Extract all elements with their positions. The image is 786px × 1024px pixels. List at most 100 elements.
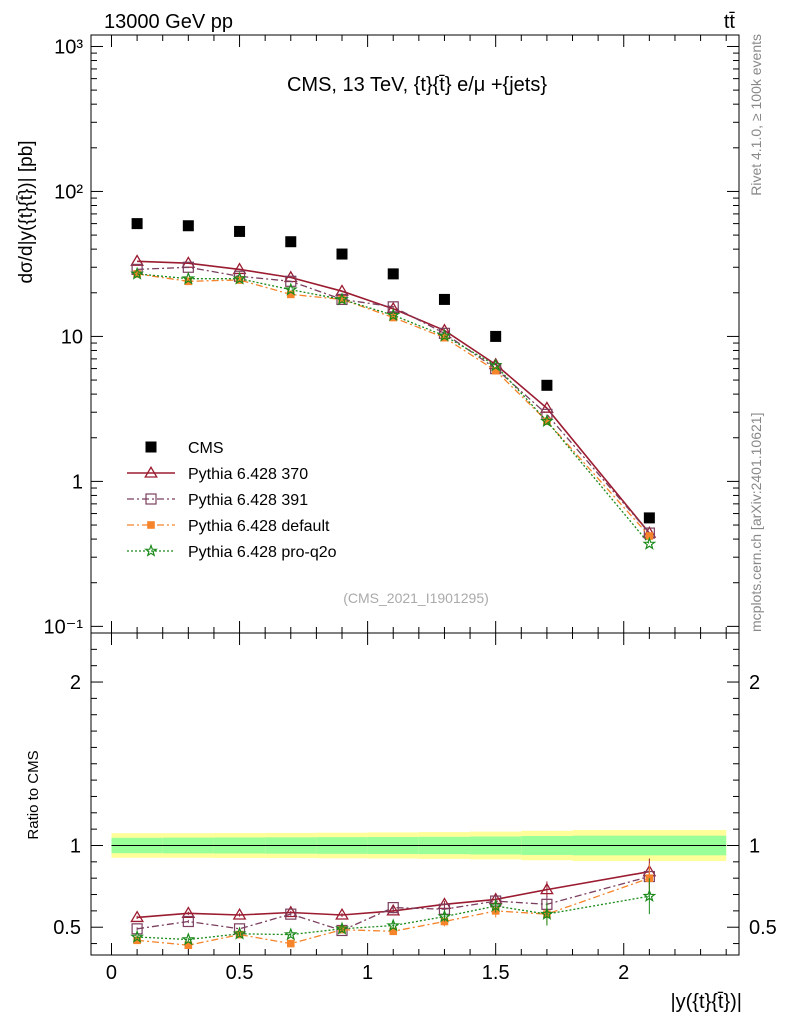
data-point bbox=[438, 293, 450, 305]
y-tick-label: 1 bbox=[72, 471, 83, 493]
data-point bbox=[285, 275, 297, 287]
ratio-point bbox=[181, 932, 196, 946]
ratio-point bbox=[437, 909, 452, 923]
ratio-point bbox=[283, 927, 298, 941]
ratio-point bbox=[182, 915, 194, 928]
header-left: 13000 GeV pp bbox=[104, 11, 233, 33]
series-cms bbox=[131, 218, 655, 524]
ratio-y-axis-label: Ratio to CMS bbox=[25, 750, 42, 839]
y-tick-label: 10 bbox=[61, 326, 83, 348]
legend-label: Pythia 6.428 370 bbox=[188, 466, 308, 483]
main-axes: 10⁻¹ 1 10 10² 10³ bbox=[44, 35, 739, 638]
ratio-y-tick-label-right: 0.5 bbox=[749, 917, 777, 939]
legend-entry: Pythia 6.428 default bbox=[127, 518, 330, 535]
data-point bbox=[335, 292, 349, 306]
series-pythia-6-428-pro-q2o bbox=[130, 266, 657, 550]
legend-marker bbox=[147, 521, 155, 529]
y-tick-label: 10⁻¹ bbox=[44, 616, 84, 638]
series-line bbox=[137, 273, 650, 545]
rivet-label: Rivet 4.1.0, ≥ 100k events bbox=[748, 34, 764, 196]
ratio-y-tick-label: 2 bbox=[70, 672, 81, 694]
legend-label: Pythia 6.428 default bbox=[188, 518, 330, 535]
ratio-series-group bbox=[130, 858, 657, 949]
ratio-y-tick-label: 0.5 bbox=[53, 917, 81, 939]
data-point bbox=[645, 532, 654, 540]
data-point bbox=[642, 536, 657, 550]
x-tick-label: 2 bbox=[618, 962, 629, 984]
legend: CMS Pythia 6.428 370 Pythia 6.428 391 Pythi… bbox=[127, 440, 337, 561]
data-point bbox=[130, 254, 144, 266]
data-point bbox=[540, 401, 554, 413]
ratio-point bbox=[335, 921, 349, 935]
data-point bbox=[488, 358, 503, 372]
data-point bbox=[131, 218, 143, 230]
data-point bbox=[232, 271, 247, 285]
ratio-point bbox=[540, 882, 554, 895]
ratio-point bbox=[386, 903, 401, 916]
legend-entry: Pythia 6.428 pro-q2o bbox=[127, 543, 337, 561]
ratio-y-tick-label: 1 bbox=[70, 835, 81, 857]
legend-label: Pythia 6.428 391 bbox=[188, 492, 308, 509]
ratio-point bbox=[286, 939, 295, 948]
y-tick-label: 10³ bbox=[54, 36, 83, 58]
ratio-point bbox=[232, 907, 247, 920]
ratio-point bbox=[540, 906, 554, 921]
legend-label: CMS bbox=[188, 440, 224, 457]
ratio-point bbox=[389, 927, 398, 936]
ratio-y-tick-label-right: 1 bbox=[749, 835, 760, 857]
data-point bbox=[437, 328, 452, 342]
data-point bbox=[285, 236, 297, 248]
x-axis-label: |y({t}{t̄})| bbox=[670, 991, 742, 1013]
data-point bbox=[234, 225, 246, 237]
ratio-point bbox=[130, 929, 144, 943]
legend-marker bbox=[145, 493, 157, 505]
ratio-line bbox=[137, 875, 650, 932]
data-point bbox=[181, 271, 196, 285]
ratio-point bbox=[387, 901, 399, 914]
series-line bbox=[137, 273, 650, 537]
ratio-point bbox=[488, 898, 503, 912]
data-point bbox=[490, 330, 502, 342]
ratio-y-tick-label-right: 2 bbox=[749, 672, 760, 694]
ratio-point bbox=[130, 910, 144, 923]
legend-entry: Pythia 6.428 370 bbox=[127, 465, 308, 483]
ratio-point bbox=[642, 888, 657, 903]
data-point bbox=[540, 413, 554, 428]
ratio-line bbox=[137, 870, 650, 919]
ratio-panel-frame bbox=[90, 632, 740, 956]
legend-marker bbox=[144, 465, 158, 478]
data-point bbox=[235, 276, 244, 284]
data-point bbox=[387, 268, 399, 280]
ratio-point bbox=[131, 923, 143, 935]
data-point bbox=[491, 366, 500, 375]
x-tick-label: 0.5 bbox=[226, 962, 254, 984]
series-line bbox=[137, 260, 651, 534]
ratio-axes: 0 0.5 1 1.5 2 0.5 0.5 1 1 2 2 bbox=[53, 633, 777, 984]
legend-label: Pythia 6.428 pro-q2o bbox=[188, 544, 337, 561]
ratio-series-pythia-6-428-pro-q2o bbox=[130, 878, 657, 946]
data-point bbox=[386, 301, 401, 314]
ratio-point bbox=[283, 905, 298, 918]
analysis-watermark: (CMS_2021_I1901295) bbox=[343, 590, 489, 606]
ratio-point bbox=[232, 926, 247, 940]
ratio-series-pythia-6-428-370 bbox=[130, 858, 657, 923]
y-tick-label: 10² bbox=[54, 181, 83, 203]
legend-entry: CMS bbox=[145, 440, 224, 457]
x-tick-label: 1 bbox=[362, 962, 373, 984]
main-series-group bbox=[130, 218, 657, 550]
ratio-point bbox=[285, 908, 297, 920]
data-point bbox=[336, 248, 348, 260]
ratio-point bbox=[386, 918, 401, 932]
ratio-point bbox=[335, 907, 349, 920]
y-axis-label: dσ/d|y({t}{t̄})| [pb] bbox=[16, 140, 37, 283]
legend-entry: Pythia 6.428 391 bbox=[127, 492, 308, 509]
data-point bbox=[643, 512, 655, 524]
legend-marker bbox=[144, 543, 158, 557]
data-point bbox=[387, 301, 399, 313]
ratio-line bbox=[137, 895, 650, 941]
data-point bbox=[338, 295, 346, 304]
ratio-point bbox=[184, 941, 193, 949]
x-tick-label: 1.5 bbox=[482, 962, 510, 984]
legend-marker bbox=[145, 441, 157, 453]
